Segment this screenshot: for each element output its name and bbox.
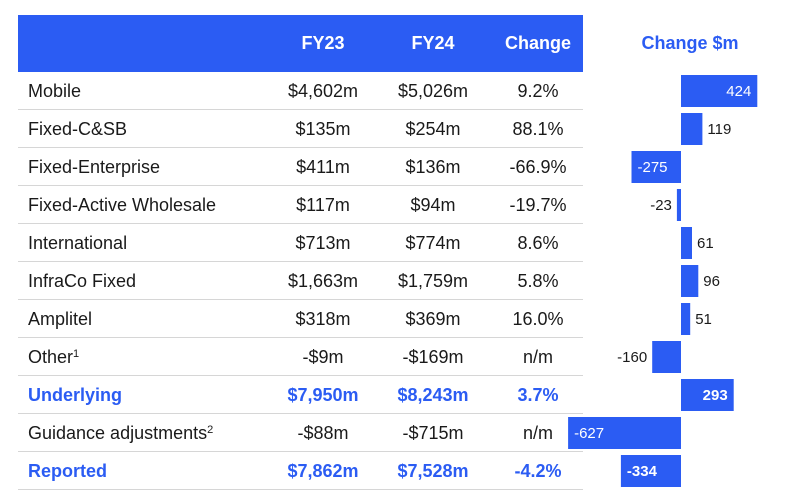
bar-mobile (681, 75, 758, 107)
change-value: 8.6% (517, 233, 559, 253)
row-label-text: InfraCo Fixed (28, 271, 137, 291)
row-label: Amplitel (28, 300, 92, 338)
table-row: Amplitel $318m $369m 16.0% (18, 300, 583, 338)
row-label: International (28, 224, 127, 262)
table-row: International $713m $774m 8.6% (18, 224, 583, 262)
row-label-text: Underlying (28, 385, 123, 405)
row-label: Reported (28, 452, 107, 490)
fy23-value: -$9m (302, 347, 344, 367)
bar-value-label: -160 (617, 349, 647, 366)
fy24-value: -$169m (402, 347, 464, 367)
header-change: Change (504, 33, 571, 53)
financial-table: FY23 FY24 Change Mobile $4,602m $5,026m 9.2… (18, 15, 583, 490)
fy23-value: $117m (296, 195, 350, 215)
bar-fixed-c-sb (681, 113, 703, 145)
fy23-value: $7,950m (287, 385, 359, 405)
fy24-value: $369m (405, 309, 461, 329)
row-label: Underlying (28, 376, 122, 414)
change-value: 9.2% (517, 81, 559, 101)
fy24-value: -$715m (402, 423, 464, 443)
bar-value-label: -23 (650, 197, 672, 214)
change-value: n/m (522, 423, 553, 443)
bar-fixed-active-wholesale (676, 189, 681, 221)
row-label: Fixed-Active Wholesale (28, 186, 216, 224)
fy23-value: $7,862m (287, 461, 359, 481)
table-row: Guidance adjustments2 -$88m -$715m n/m (18, 414, 583, 452)
bar-reported (620, 455, 681, 487)
row-label-text: Fixed-C&SB (28, 119, 128, 139)
change-value: 5.8% (517, 271, 559, 291)
row-label-text: Amplitel (28, 309, 93, 329)
fy24-value: $774m (405, 233, 461, 253)
bar-value-label: -627 (574, 425, 604, 442)
fy24-value: $5,026m (397, 81, 469, 101)
table-row: Other1 -$9m -$169m n/m (18, 338, 583, 376)
fy24-value: $7,528m (397, 461, 469, 481)
row-label-text: Fixed-Enterprise (28, 157, 161, 177)
table-body: Mobile $4,602m $5,026m 9.2% Fixed-C&SB $135m $… (18, 72, 583, 490)
table-header: FY23 FY24 Change (18, 15, 583, 72)
row-label: InfraCo Fixed (28, 262, 136, 300)
fy24-value: $254m (405, 119, 461, 139)
bar-other (652, 341, 681, 373)
bar-value-label: -334 (627, 463, 658, 480)
table-row: Mobile $4,602m $5,026m 9.2% (18, 72, 583, 110)
row-label-text: Reported (28, 461, 108, 481)
row-label-text: Mobile (28, 81, 82, 101)
row-label-text: Guidance adjustments (28, 423, 208, 443)
row-label: Guidance adjustments2 (28, 414, 213, 452)
bar-value-label: 293 (703, 387, 728, 404)
change-value: 16.0% (512, 309, 564, 329)
footnote-marker: 1 (73, 348, 80, 360)
header-fy24: FY24 (411, 33, 455, 53)
bar-amplitel (681, 303, 691, 335)
row-label: Fixed-Enterprise (28, 148, 160, 186)
bar-value-label: -275 (638, 159, 668, 176)
header-fy23: FY23 (301, 33, 345, 53)
footnote-marker: 2 (207, 424, 214, 436)
fy24-value: $8,243m (397, 385, 469, 405)
table-row: Fixed-C&SB $135m $254m 88.1% (18, 110, 583, 148)
bar-international (681, 227, 692, 259)
fy23-value: $135m (295, 119, 351, 139)
change-value: -19.7% (509, 195, 567, 215)
fy24-value: $94m (410, 195, 456, 215)
row-label-text: International (28, 233, 128, 253)
row-label-text: Fixed-Active Wholesale (28, 195, 217, 215)
chart-title: Change $m (641, 33, 739, 53)
row-label: Other1 (28, 338, 79, 376)
fy24-value: $136m (405, 157, 461, 177)
bar-fixed-enterprise (631, 151, 681, 183)
bar-value-label: 424 (726, 83, 751, 100)
change-value: 88.1% (512, 119, 564, 139)
change-value: -4.2% (514, 461, 562, 481)
bar-guidance-adjustments (568, 417, 681, 449)
fy23-value: $411m (296, 157, 350, 177)
bar-infraco-fixed (681, 265, 699, 297)
bar-value-label: 61 (697, 235, 714, 252)
change-value: -66.9% (509, 157, 567, 177)
fy23-value: $713m (295, 233, 351, 253)
bar-value-label: 96 (703, 273, 720, 290)
bar-value-label: 119 (707, 121, 731, 138)
table-row: Fixed-Enterprise $411m $136m -66.9% (18, 148, 583, 186)
row-label: Fixed-C&SB (28, 110, 127, 148)
fy24-value: $1,759m (397, 271, 469, 291)
bar-value-label: 51 (695, 311, 712, 328)
fy23-value: $1,663m (287, 271, 359, 291)
table-row: Underlying $7,950m $8,243m 3.7% (18, 376, 583, 414)
change-value: 3.7% (517, 385, 559, 405)
fy23-value: -$88m (297, 423, 349, 443)
table-row: Reported $7,862m $7,528m -4.2% (18, 452, 583, 490)
change-value: n/m (522, 347, 553, 367)
row-label-text: Other (28, 347, 74, 367)
fy23-value: $4,602m (287, 81, 359, 101)
row-label: Mobile (28, 72, 81, 110)
table-row: Fixed-Active Wholesale $117m $94m -19.7% (18, 186, 583, 224)
table-row: InfraCo Fixed $1,663m $1,759m 5.8% (18, 262, 583, 300)
fy23-value: $318m (295, 309, 351, 329)
bar-underlying (681, 379, 734, 411)
